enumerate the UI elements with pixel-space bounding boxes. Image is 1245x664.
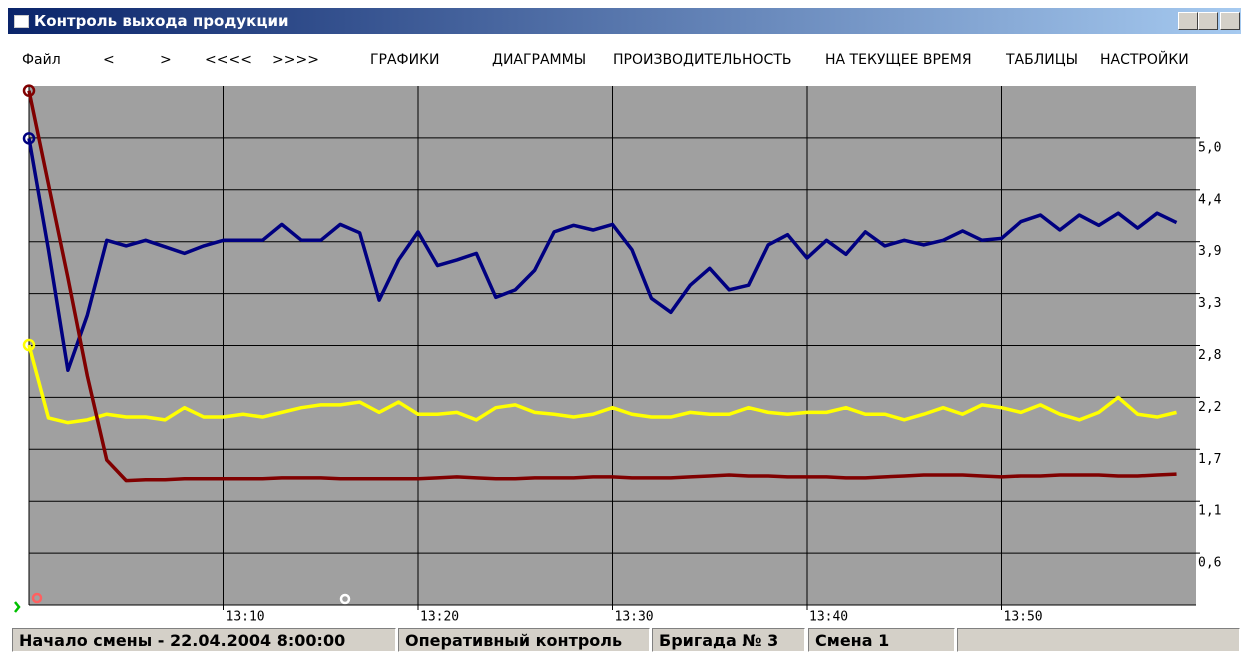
y-tick-label: 1,1	[1198, 504, 1221, 519]
x-tick-label: 13:50	[1004, 610, 1043, 625]
menu-item[interactable]: НА ТЕКУЩЕЕ ВРЕМЯ	[825, 52, 972, 68]
start-marker	[22, 132, 36, 145]
y-tick-label: 0,6	[1198, 556, 1221, 571]
marks	[22, 84, 1196, 605]
x-tick-label: 13:30	[615, 610, 654, 625]
y-tick-label: 5,0	[1198, 140, 1221, 155]
close-button[interactable]	[1220, 12, 1240, 30]
y-tick-label: 2,2	[1198, 400, 1221, 415]
window-title: Контроль выхода продукции	[34, 12, 289, 30]
menu-item[interactable]: ДИАГРАММЫ	[492, 52, 587, 68]
menu-item[interactable]: <<<<	[205, 52, 252, 68]
status-field: Бригада № 3	[652, 628, 805, 652]
status-field	[957, 628, 1240, 652]
x-tick-label: 13:40	[809, 610, 848, 625]
x-tick-label: 13:20	[420, 610, 459, 625]
menu-item[interactable]: ПРОИЗВОДИТЕЛЬНОСТЬ	[613, 52, 792, 68]
series-line	[27, 344, 1177, 425]
marker	[31, 592, 43, 604]
status-field: Оперативный контроль	[398, 628, 650, 652]
title-bar: Контроль выхода продукции	[8, 8, 1241, 34]
status-field: Начало смены - 22.04.2004 8:00:00	[12, 628, 396, 652]
series-line	[27, 90, 1177, 483]
status-bar: Начало смены - 22.04.2004 8:00:00 Операт…	[12, 628, 1240, 654]
y-tick-label: 2,8	[1198, 348, 1221, 363]
start-marker	[22, 84, 36, 97]
minimize-button[interactable]	[1178, 12, 1198, 30]
status-field: Смена 1	[808, 628, 955, 652]
start-marker	[22, 338, 36, 352]
y-tick-label: 4,4	[1198, 192, 1222, 207]
y-tick-label: 1,7	[1198, 452, 1221, 467]
menu-item[interactable]: >	[160, 52, 172, 68]
menu-item[interactable]: НАСТРОЙКИ	[1100, 52, 1189, 68]
menu-item[interactable]: ГРАФИКИ	[370, 52, 440, 68]
marker	[339, 593, 351, 605]
x-tick-label: 13:10	[226, 610, 265, 625]
marker	[14, 601, 21, 613]
menu-item[interactable]: Файл	[22, 52, 61, 68]
maximize-button[interactable]	[1198, 12, 1218, 30]
menu-bar: Файл < > <<<< >>>> ГРАФИКИ ДИАГРАММЫ ПРО…	[0, 44, 1245, 76]
app-icon	[14, 15, 29, 28]
series-line	[27, 138, 1178, 373]
menu-item[interactable]: >>>>	[272, 52, 319, 68]
y-tick-label: 3,3	[1198, 296, 1221, 311]
menu-item[interactable]: <	[103, 52, 115, 68]
y-tick-label: 3,9	[1198, 244, 1221, 259]
menu-item[interactable]: ТАБЛИЦЫ	[1006, 52, 1078, 68]
